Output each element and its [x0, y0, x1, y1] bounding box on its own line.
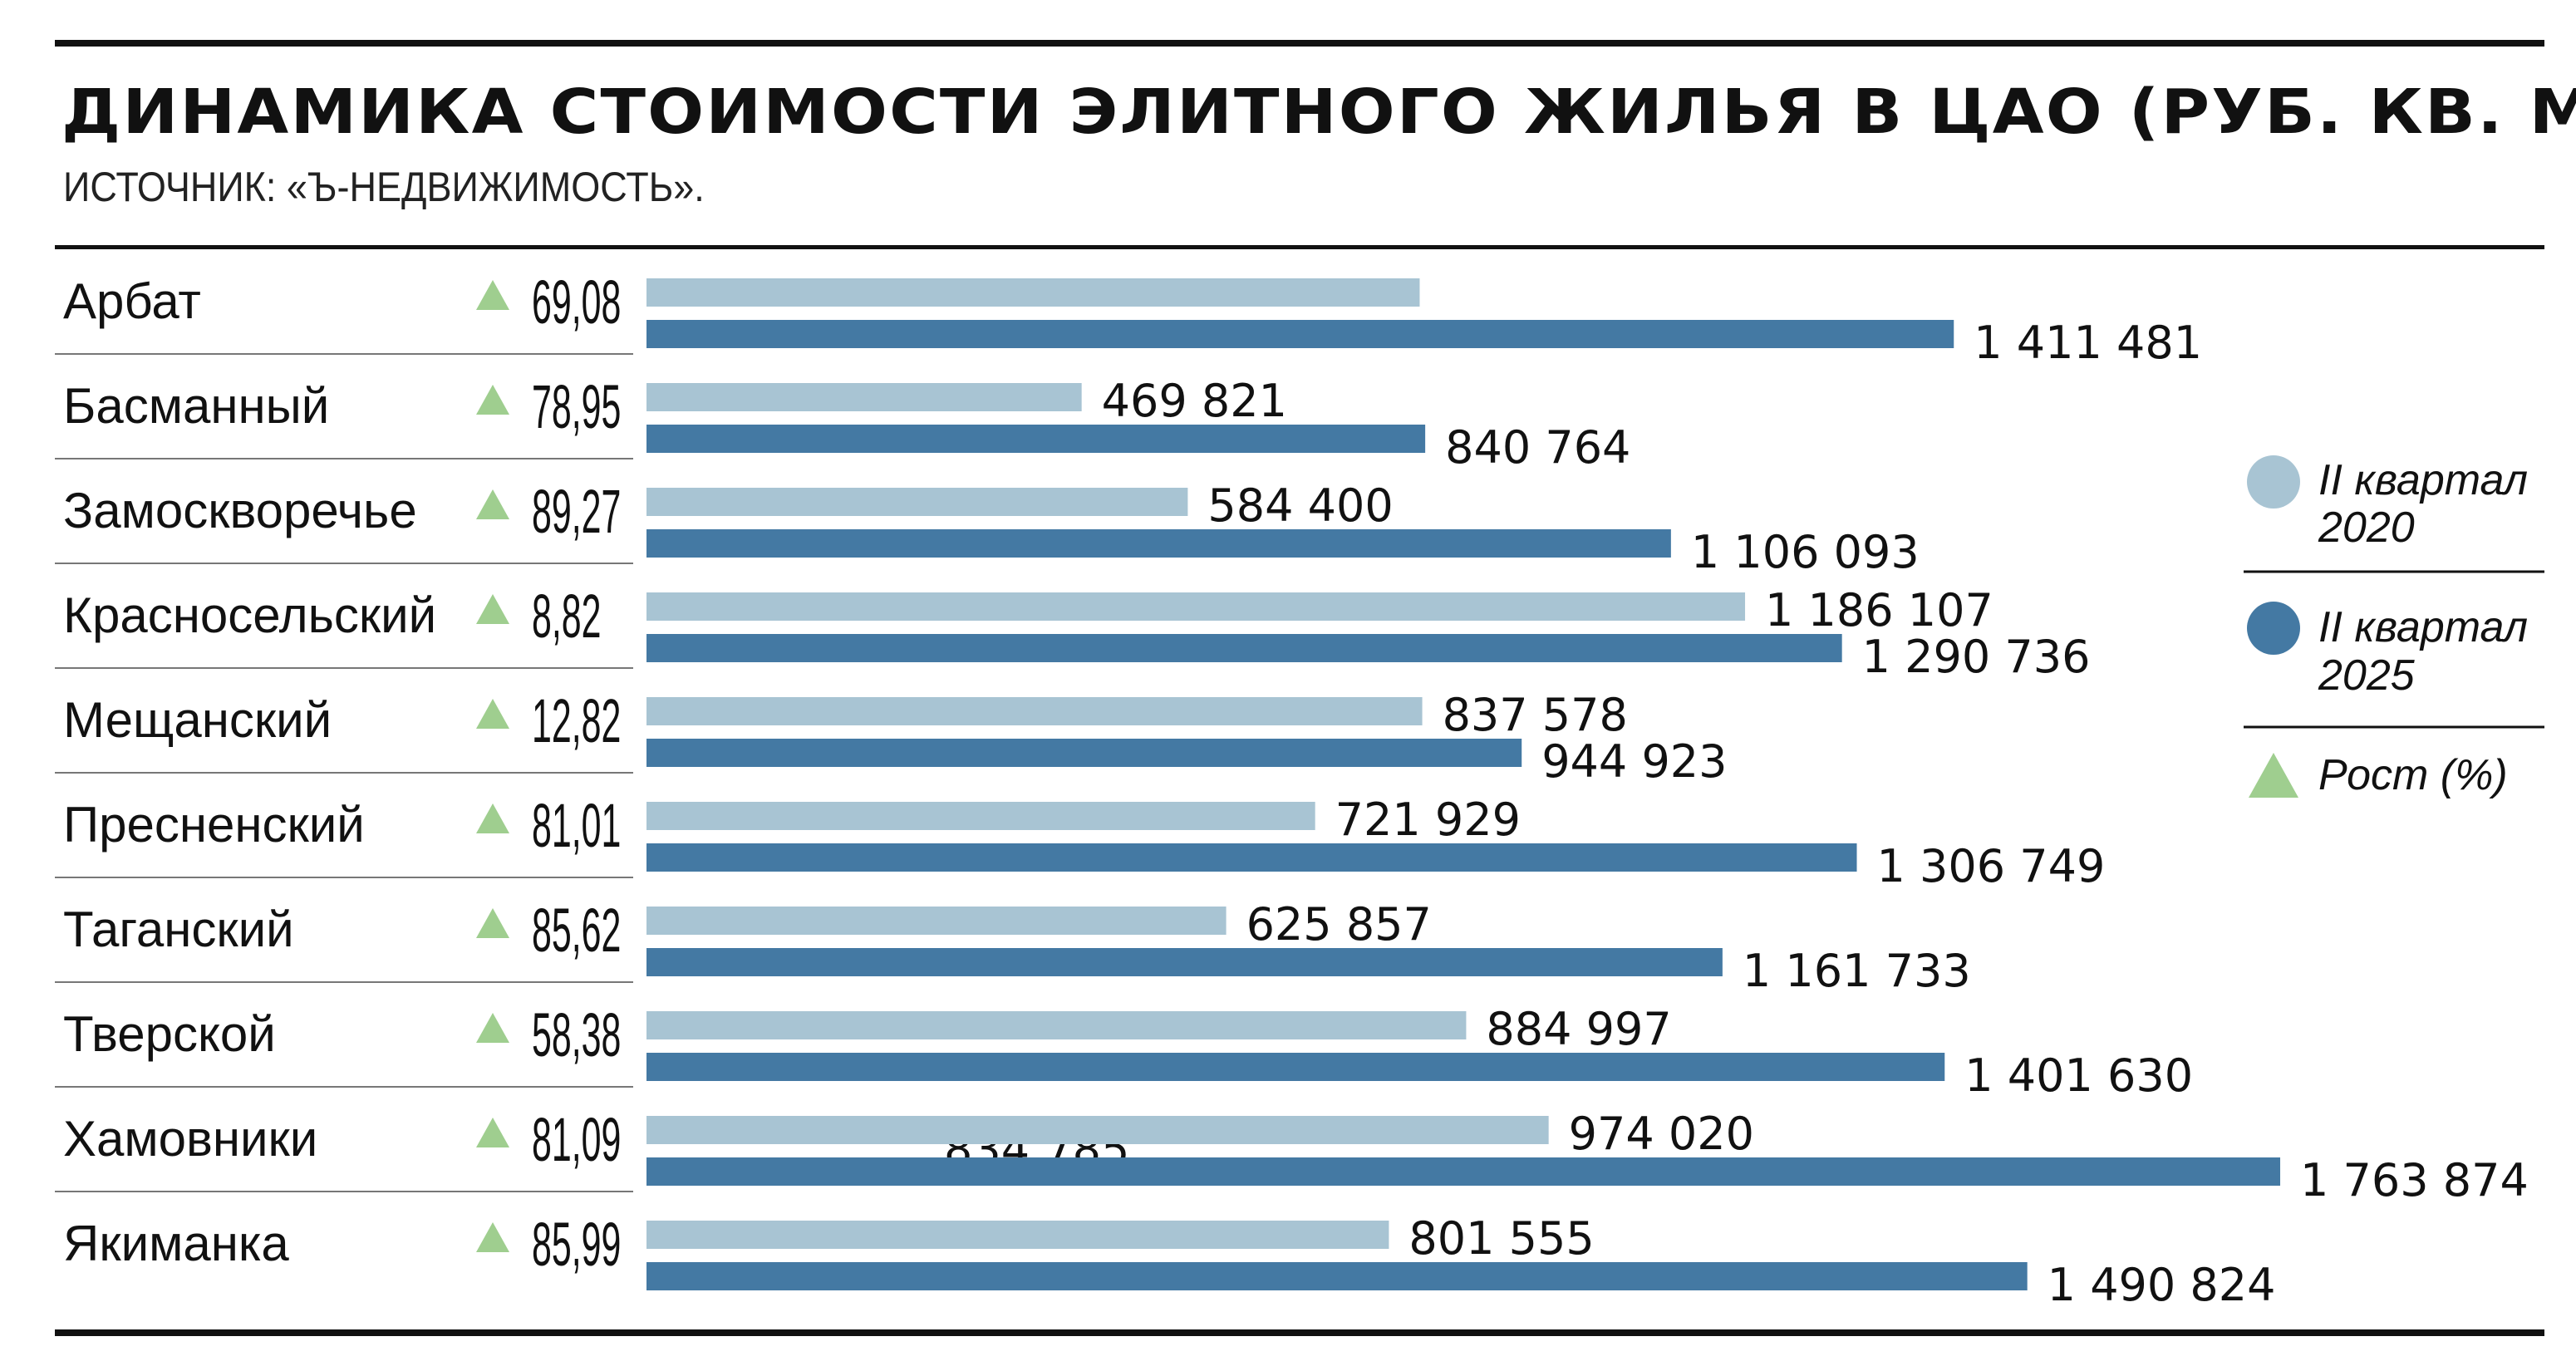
value-label-2025: 1 401 630: [1964, 1049, 2193, 1102]
bar-2025: [646, 739, 1522, 767]
value-label-2025: 1 490 824: [2048, 1259, 2276, 1311]
district-label: Басманный: [63, 378, 329, 434]
district-label: Якиманка: [63, 1216, 289, 1271]
growth-triangle-icon: [476, 385, 509, 415]
bar-2025: [646, 948, 1723, 976]
value-label-2020: 837 578: [1443, 689, 1628, 741]
bar-2025: [646, 425, 1426, 453]
growth-triangle-icon: [476, 1118, 509, 1147]
growth-triangle-icon: [476, 1222, 509, 1252]
value-label-2025: 944 923: [1541, 735, 1727, 788]
growth-value: 58,38: [532, 1000, 621, 1069]
value-label-2025: 1 290 736: [1862, 631, 2091, 683]
growth-value: 69,08: [532, 268, 621, 337]
bar-2020: [646, 383, 1082, 411]
bar-2020: [646, 592, 1746, 621]
legend-growth-triangle-icon: [2249, 753, 2298, 798]
top-rule: [55, 40, 2544, 47]
bar-2020: [646, 1221, 1389, 1249]
district-label: Замоскворечье: [63, 483, 417, 538]
bar-2025: [646, 1053, 1945, 1081]
bar-2020: [646, 697, 1423, 725]
legend-label-2025-line1: II квартал: [2318, 603, 2528, 651]
chart-source: ИСТОЧНИК: «Ъ-НЕДВИЖИМОСТЬ».: [63, 164, 705, 210]
legend: II квартал 2020 II квартал 2025 Рост (%): [2244, 455, 2544, 799]
growth-value: 81,01: [532, 791, 621, 860]
bar-2025: [646, 843, 1857, 872]
growth-triangle-icon: [476, 594, 509, 624]
district-label: Пресненский: [63, 797, 365, 853]
growth-value: 85,99: [532, 1210, 621, 1279]
district-label: Арбат: [63, 273, 201, 329]
header-rule: [55, 245, 2544, 249]
value-label-2020: 469 821: [1102, 375, 1287, 427]
growth-triangle-icon: [476, 803, 509, 833]
growth-value: 12,82: [532, 686, 621, 755]
bar-2025: [646, 1157, 2281, 1186]
district-label: Красносельский: [63, 587, 436, 643]
bar-2025: [646, 1262, 2028, 1290]
value-label-2025: 1 411 481: [1974, 317, 2202, 369]
growth-triangle-icon: [476, 699, 509, 729]
value-label-2020: 625 857: [1246, 898, 1432, 951]
bar-2020: [646, 1011, 1467, 1039]
value-label-2025: 1 763 874: [2300, 1154, 2529, 1206]
growth-value: 8,82: [532, 582, 602, 651]
value-label-2020: 974 020: [1569, 1108, 1754, 1160]
legend-swatch-2020: [2247, 455, 2300, 509]
value-label-2020: 801 555: [1408, 1212, 1594, 1265]
bar-2020: [646, 488, 1188, 516]
growth-triangle-icon: [476, 489, 509, 519]
value-label-2020: 1 186 107: [1765, 584, 1993, 636]
growth-triangle-icon: [476, 1013, 509, 1043]
growth-value: 89,27: [532, 477, 621, 546]
growth-value: 85,62: [532, 896, 621, 965]
growth-triangle-icon: [476, 280, 509, 310]
bar-2025: [646, 634, 1842, 662]
bottom-rule: [55, 1329, 2544, 1336]
legend-label-2025-line2: 2025: [2318, 651, 2416, 700]
bar-2025: [646, 529, 1671, 558]
district-label: Тверской: [63, 1006, 276, 1062]
value-label-2020: 721 929: [1335, 794, 1521, 846]
growth-value: 78,95: [532, 372, 621, 441]
legend-label-2020-line1: II квартал: [2318, 456, 2528, 504]
value-label-2025: 840 764: [1445, 421, 1630, 474]
district-label: Мещанский: [63, 692, 332, 748]
chart-title: ДИНАМИКА СТОИМОСТИ ЭЛИТНОГО ЖИЛЬЯ В ЦАО …: [61, 76, 2576, 148]
bar-2020: [646, 1116, 1549, 1144]
value-label-2020: 884 997: [1486, 1003, 1671, 1055]
district-label: Таганский: [63, 902, 294, 957]
value-label-2020: 584 400: [1207, 479, 1393, 532]
value-label-2025: 1 161 733: [1743, 945, 1971, 997]
legend-label-2020-line2: 2020: [2318, 504, 2415, 552]
growth-value: 81,09: [532, 1105, 621, 1174]
value-label-2025: 1 306 749: [1877, 840, 2106, 892]
growth-triangle-icon: [476, 908, 509, 938]
value-label-2025: 1 106 093: [1691, 526, 1920, 578]
bar-2020: [646, 907, 1227, 935]
legend-label-growth: Рост (%): [2318, 751, 2508, 799]
district-label: Хамовники: [63, 1111, 317, 1167]
legend-swatch-2025: [2247, 602, 2300, 655]
bar-2020: [646, 802, 1315, 830]
bar-2025: [646, 320, 1954, 348]
bar-2020: [646, 278, 1420, 307]
